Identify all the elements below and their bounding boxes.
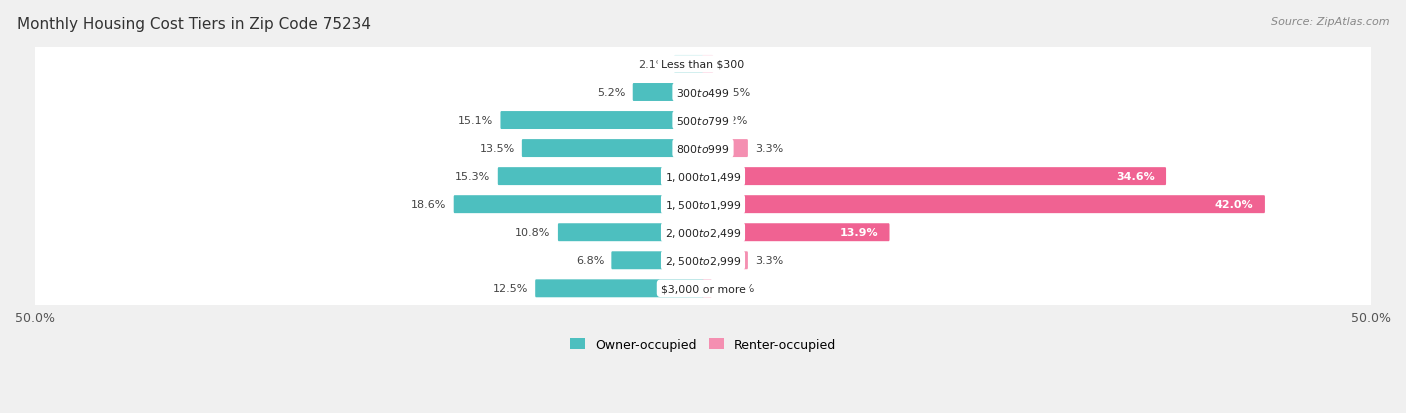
FancyBboxPatch shape <box>536 280 704 297</box>
Text: 0.59%: 0.59% <box>718 284 754 294</box>
Text: 6.8%: 6.8% <box>576 256 605 266</box>
FancyBboxPatch shape <box>27 48 1379 82</box>
FancyBboxPatch shape <box>27 160 1379 194</box>
Text: Source: ZipAtlas.com: Source: ZipAtlas.com <box>1271 17 1389 26</box>
Text: 42.0%: 42.0% <box>1215 200 1253 210</box>
FancyBboxPatch shape <box>454 196 704 214</box>
Text: $2,000 to $2,499: $2,000 to $2,499 <box>665 226 741 239</box>
Text: 15.1%: 15.1% <box>458 116 494 126</box>
Text: $800 to $999: $800 to $999 <box>676 143 730 155</box>
Text: Less than $300: Less than $300 <box>661 60 745 70</box>
Text: 0.35%: 0.35% <box>716 88 751 98</box>
Text: 0.7%: 0.7% <box>720 60 749 70</box>
FancyBboxPatch shape <box>702 112 706 130</box>
FancyBboxPatch shape <box>27 76 1379 110</box>
Text: 0.12%: 0.12% <box>713 116 748 126</box>
Text: Monthly Housing Cost Tiers in Zip Code 75234: Monthly Housing Cost Tiers in Zip Code 7… <box>17 17 371 31</box>
Text: $500 to $799: $500 to $799 <box>676 115 730 127</box>
FancyBboxPatch shape <box>702 140 748 158</box>
FancyBboxPatch shape <box>702 280 711 297</box>
FancyBboxPatch shape <box>27 244 1379 278</box>
FancyBboxPatch shape <box>501 112 704 130</box>
Text: 13.9%: 13.9% <box>839 228 877 237</box>
FancyBboxPatch shape <box>558 224 704 242</box>
Text: 34.6%: 34.6% <box>1116 172 1154 182</box>
Legend: Owner-occupied, Renter-occupied: Owner-occupied, Renter-occupied <box>565 333 841 356</box>
Text: 18.6%: 18.6% <box>411 200 447 210</box>
Text: 2.1%: 2.1% <box>638 60 666 70</box>
FancyBboxPatch shape <box>27 216 1379 250</box>
FancyBboxPatch shape <box>702 252 748 270</box>
Text: 15.3%: 15.3% <box>456 172 491 182</box>
Text: $300 to $499: $300 to $499 <box>676 87 730 99</box>
Text: 10.8%: 10.8% <box>516 228 551 237</box>
FancyBboxPatch shape <box>522 140 704 158</box>
Text: 3.3%: 3.3% <box>755 256 783 266</box>
FancyBboxPatch shape <box>27 188 1379 222</box>
FancyBboxPatch shape <box>702 224 890 242</box>
FancyBboxPatch shape <box>702 84 709 102</box>
FancyBboxPatch shape <box>27 132 1379 166</box>
Text: 3.3%: 3.3% <box>755 144 783 154</box>
FancyBboxPatch shape <box>27 271 1379 306</box>
Text: 13.5%: 13.5% <box>479 144 515 154</box>
Text: 12.5%: 12.5% <box>492 284 529 294</box>
Text: 5.2%: 5.2% <box>598 88 626 98</box>
FancyBboxPatch shape <box>673 56 704 74</box>
Text: $1,000 to $1,499: $1,000 to $1,499 <box>665 170 741 183</box>
FancyBboxPatch shape <box>702 196 1265 214</box>
FancyBboxPatch shape <box>633 84 704 102</box>
FancyBboxPatch shape <box>498 168 704 186</box>
FancyBboxPatch shape <box>612 252 704 270</box>
FancyBboxPatch shape <box>702 168 1166 186</box>
Text: $2,500 to $2,999: $2,500 to $2,999 <box>665 254 741 267</box>
FancyBboxPatch shape <box>27 104 1379 138</box>
Text: $1,500 to $1,999: $1,500 to $1,999 <box>665 198 741 211</box>
Text: $3,000 or more: $3,000 or more <box>661 284 745 294</box>
FancyBboxPatch shape <box>702 56 713 74</box>
